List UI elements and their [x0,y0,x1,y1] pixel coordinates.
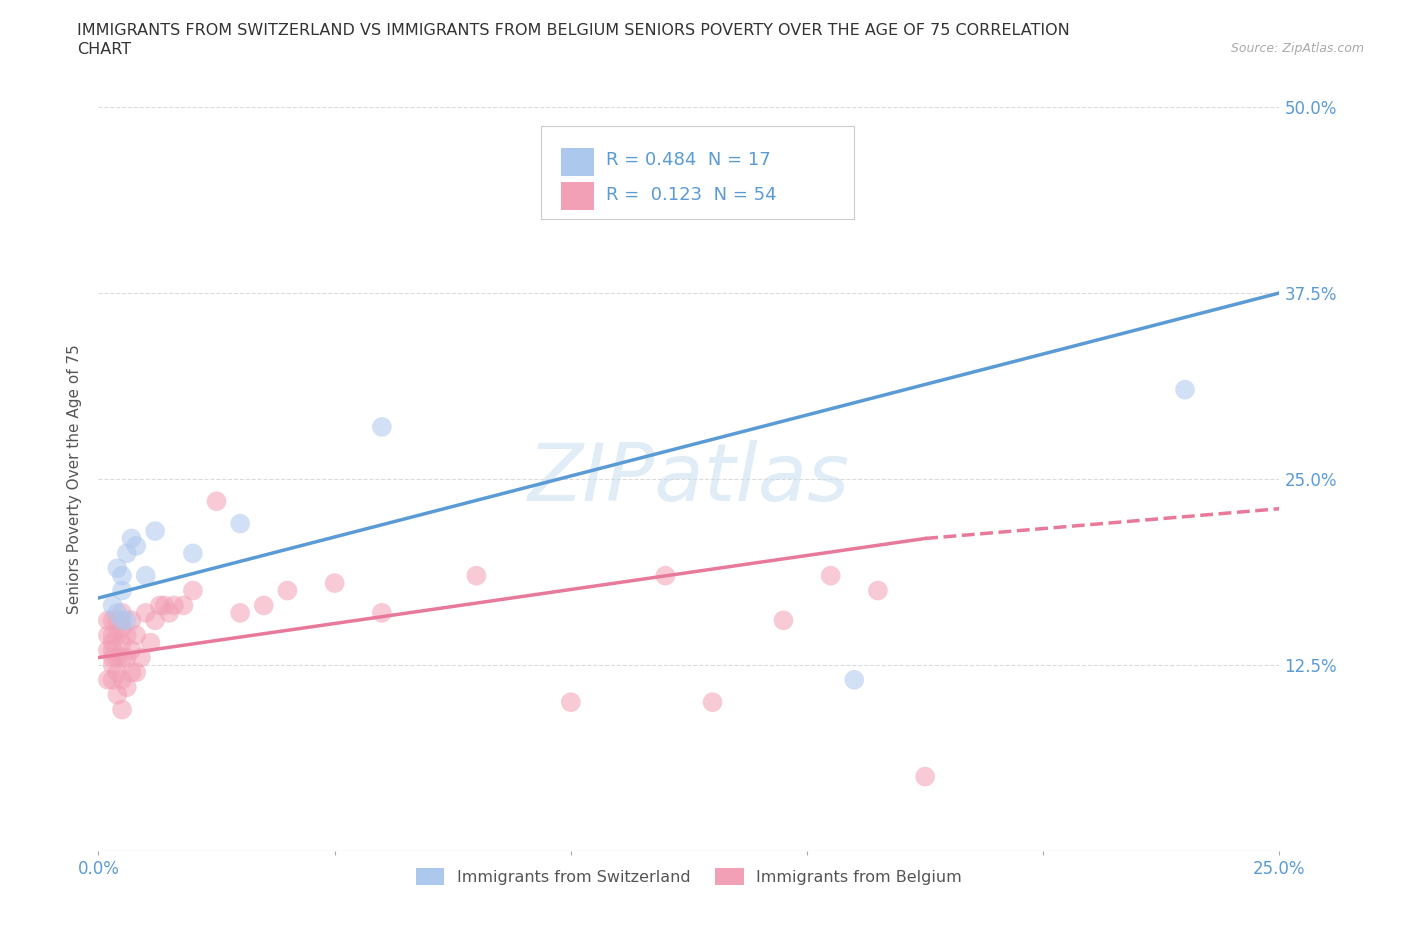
Point [101,658,124,672]
Point [115,546,138,561]
Point [101,613,124,628]
Point [111,672,134,687]
Point [121,665,143,680]
Point [125,628,148,643]
Point [105,665,128,680]
Point [143,613,166,628]
Point [157,605,180,620]
Text: IMMIGRANTS FROM SWITZERLAND VS IMMIGRANTS FROM BELGIUM SENIORS POVERTY OVER THE : IMMIGRANTS FROM SWITZERLAND VS IMMIGRANT… [77,23,1070,38]
Point [111,702,134,717]
Point [844,672,866,687]
Point [702,695,724,710]
Point [121,643,143,658]
Point [101,598,124,613]
Point [97,643,120,658]
Point [97,628,120,643]
Point [111,568,134,583]
Point [101,643,124,658]
Legend: Immigrants from Switzerland, Immigrants from Belgium: Immigrants from Switzerland, Immigrants … [409,861,969,891]
Point [101,635,124,650]
Point [323,576,346,591]
Point [371,605,394,620]
Point [111,583,134,598]
Point [820,568,842,583]
Point [115,680,138,695]
Point [135,568,157,583]
Point [97,672,120,687]
Point [97,613,120,628]
Point [125,665,148,680]
Point [914,769,936,784]
Point [229,605,252,620]
Point [101,672,124,687]
Point [371,419,394,434]
Point [149,598,172,613]
Point [111,635,134,650]
Point [105,687,128,702]
Point [153,598,176,613]
Point [111,650,134,665]
Point [111,605,134,620]
Y-axis label: Seniors Poverty Over the Age of 75: Seniors Poverty Over the Age of 75 [67,344,83,614]
Point [115,628,138,643]
Point [181,546,204,561]
Point [101,628,124,643]
Point [143,524,166,538]
Text: R = 0.484  N = 17: R = 0.484 N = 17 [606,152,770,169]
Point [105,650,128,665]
Point [105,605,128,620]
Text: ZIPatlas: ZIPatlas [527,440,851,518]
Point [105,613,128,628]
Point [276,583,298,598]
Point [253,598,276,613]
Text: R =  0.123  N = 54: R = 0.123 N = 54 [606,186,778,204]
Bar [561,182,595,210]
Point [115,650,138,665]
Point [105,561,128,576]
Point [105,628,128,643]
Point [866,583,889,598]
Point [115,613,138,628]
Text: CHART: CHART [77,42,131,57]
FancyBboxPatch shape [541,126,855,219]
Point [101,650,124,665]
Point [139,635,162,650]
Point [772,613,794,628]
Point [129,650,152,665]
Point [111,613,134,628]
Point [172,598,194,613]
Point [229,516,252,531]
Text: Source: ZipAtlas.com: Source: ZipAtlas.com [1230,42,1364,55]
Point [560,695,582,710]
Point [111,620,134,635]
Point [163,598,186,613]
Point [121,531,143,546]
Bar [561,148,595,176]
Point [135,605,157,620]
Point [125,538,148,553]
Point [121,613,143,628]
Point [205,494,228,509]
Point [465,568,488,583]
Point [1174,382,1197,397]
Point [654,568,676,583]
Point [181,583,204,598]
